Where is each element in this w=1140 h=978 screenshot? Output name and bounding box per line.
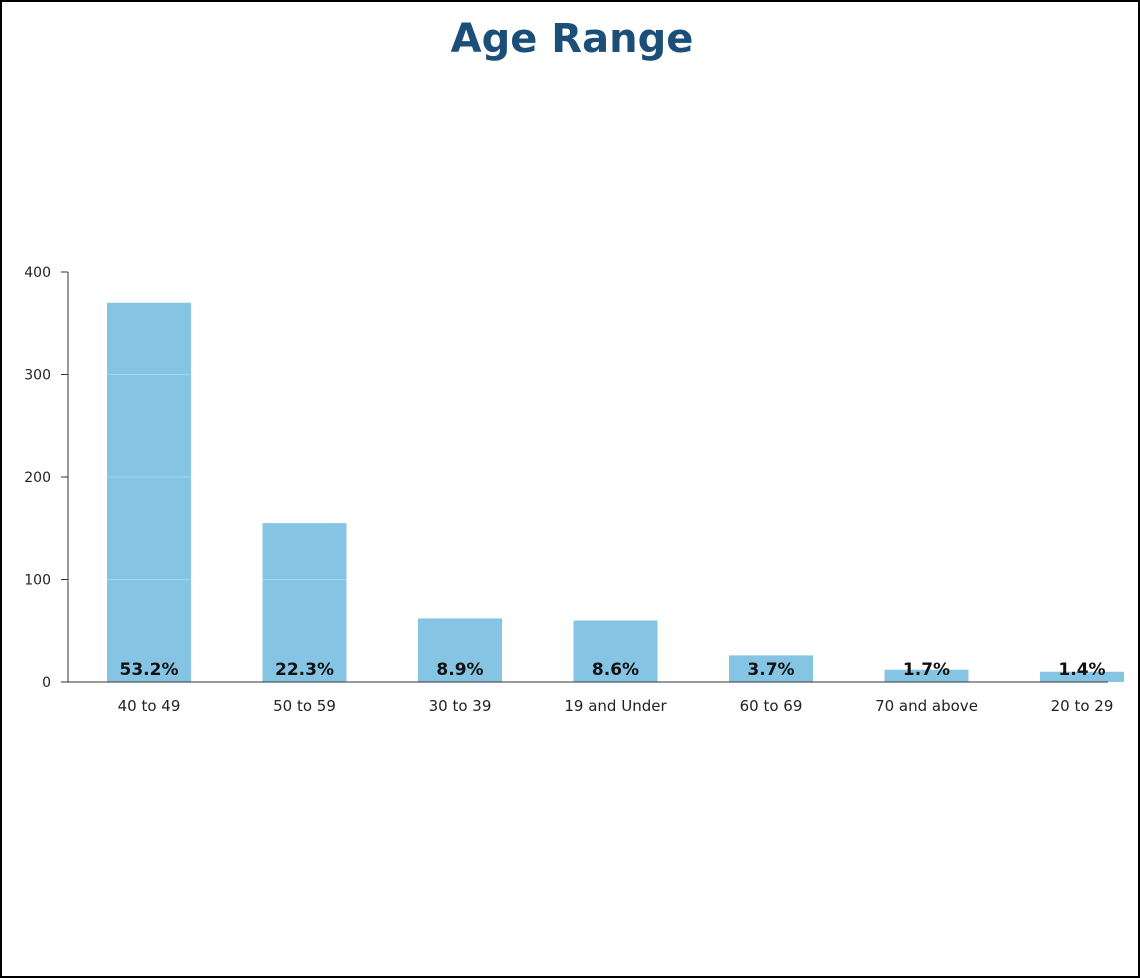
bar-3 [418,618,502,682]
y-tick-label: 0 [42,675,51,691]
bar-1 [107,302,191,682]
data-label: 22.3% [275,660,334,680]
bar-4 [573,620,658,682]
chart-title: Age Range [450,16,694,62]
bar-6 [884,669,969,682]
x-tick-label: 50 to 59 [273,697,336,715]
x-tick-label: 30 to 39 [429,697,492,715]
data-label: 53.2% [120,660,179,680]
x-tick-label: 19 and Under [564,697,667,715]
y-tick-label: 200 [24,470,51,486]
y-tick-label: 400 [24,265,51,281]
data-label: 1.7% [903,660,950,680]
y-tick-label: 100 [24,573,51,589]
x-tick-label: 70 and above [875,697,978,715]
data-label: 1.4% [1058,660,1105,680]
data-label: 8.6% [592,660,639,680]
bar-7 [1040,671,1124,682]
y-tick-label: 300 [24,368,51,384]
data-label: 3.7% [747,660,794,680]
x-tick-label: 20 to 29 [1051,697,1114,715]
x-tick-label: 40 to 49 [118,697,181,715]
x-tick-label: 60 to 69 [740,697,803,715]
bar-5 [729,655,813,682]
bar-2 [262,523,347,682]
data-label: 8.9% [436,660,483,680]
